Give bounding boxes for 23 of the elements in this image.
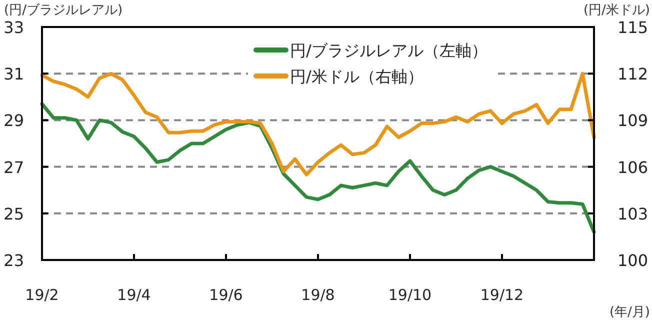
y-tick-label: 31 <box>4 64 24 84</box>
x-tick-label: 19/2 <box>25 286 59 304</box>
y2-tick-label: 106 <box>617 158 648 177</box>
y2-tick-label: 103 <box>617 204 648 224</box>
y-tick-label: 33 <box>4 18 24 37</box>
x-axis-title: (年/月) <box>609 305 650 320</box>
y-axis-title: (円/ブラジルレアル) <box>4 3 123 18</box>
y-tick-label: 25 <box>4 204 24 224</box>
y2-tick-label: 109 <box>617 111 648 130</box>
y-tick-label: 29 <box>4 111 24 130</box>
x-tick-label: 19/12 <box>480 286 524 304</box>
x-tick-label: 19/6 <box>209 286 243 304</box>
x-tick-label: 19/10 <box>388 286 432 304</box>
y2-tick-label: 100 <box>617 251 648 270</box>
y2-tick-label: 115 <box>617 18 648 37</box>
y2-axis-title: (円/米ドル) <box>583 3 650 18</box>
legend-label: 円/ブラジルレアル（左軸） <box>290 41 488 60</box>
legend-label: 円/米ドル（右軸） <box>290 67 424 86</box>
y-tick-label: 23 <box>4 251 24 270</box>
y2-tick-label: 112 <box>617 64 648 84</box>
x-tick-label: 19/8 <box>301 286 335 304</box>
x-tick-label: 19/4 <box>117 286 151 304</box>
y-tick-label: 27 <box>4 158 24 177</box>
